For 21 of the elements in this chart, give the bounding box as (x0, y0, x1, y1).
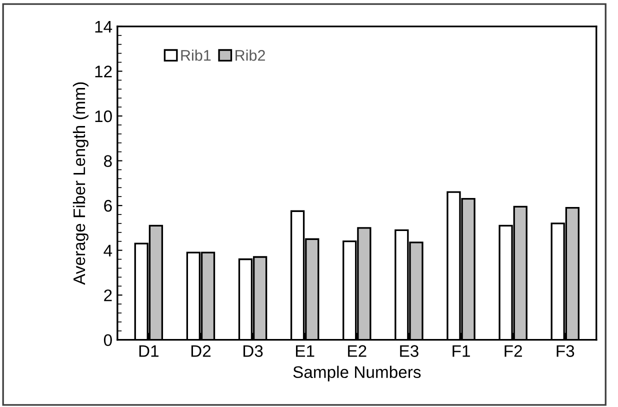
y-tick-label: 14 (95, 21, 112, 32)
x-tick-label: D3 (243, 345, 263, 357)
y-tick-label: 2 (104, 289, 112, 302)
x-tick-label: E1 (296, 345, 314, 357)
y-tick-label: 0 (104, 334, 112, 346)
x-tick-label: F1 (452, 345, 470, 357)
legend-label: Rib1 (181, 50, 211, 61)
x-axis-title: Sample Numbers (293, 366, 421, 382)
x-tick-label: F2 (504, 345, 522, 357)
y-axis-title: Average Fiber Length (mm) (72, 82, 88, 285)
x-tick-label: D2 (191, 345, 211, 357)
x-tick-label: E2 (348, 345, 366, 357)
x-tick-label: E3 (400, 345, 418, 357)
y-tick-label: 8 (104, 155, 112, 167)
x-tick-label: D1 (139, 345, 158, 357)
y-tick-label: 10 (95, 110, 112, 122)
y-tick-label: 6 (104, 200, 112, 212)
legend-label: Rib2 (236, 50, 265, 61)
y-tick-label: 12 (95, 66, 112, 78)
y-tick-label: 4 (104, 244, 112, 256)
x-tick-label: F3 (556, 345, 574, 357)
